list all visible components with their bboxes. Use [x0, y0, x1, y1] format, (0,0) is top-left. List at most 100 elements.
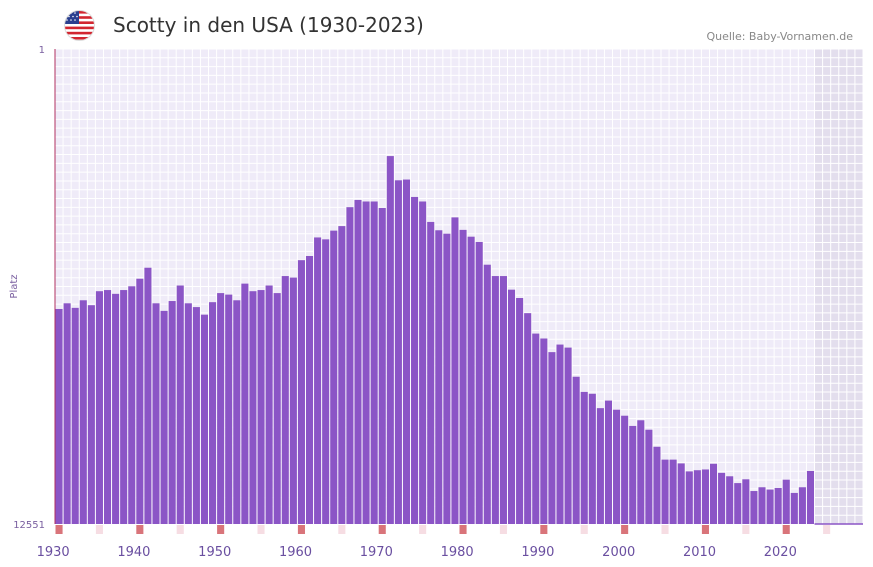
bar-2007: [685, 471, 693, 524]
bar-1929: [55, 308, 63, 524]
bar-1984: [499, 276, 507, 524]
bar-1952: [241, 283, 249, 524]
y-tick-label-bottom: 12551: [13, 520, 45, 531]
bar-2022: [806, 470, 815, 524]
bar-1934: [95, 291, 103, 524]
year-marker-1984: [499, 525, 507, 534]
bar-1935: [103, 290, 112, 524]
bar-1986: [516, 298, 524, 524]
x-tick-label-1980: 1980: [441, 545, 474, 560]
bar-2002: [645, 429, 653, 524]
bar-1987: [524, 313, 532, 524]
bar-1981: [475, 241, 483, 524]
y-axis-label: Platz: [9, 274, 20, 298]
us-flag-icon: [63, 9, 96, 42]
bar-1998: [613, 409, 621, 524]
chart-title: Scotty in den USA (1930-2023): [113, 13, 424, 37]
bar-1958: [289, 277, 297, 524]
bar-1951: [233, 300, 241, 524]
bar-1996: [596, 408, 604, 524]
bar-2004: [661, 459, 669, 524]
bar-1961: [314, 237, 322, 524]
bar-2015: [750, 491, 758, 524]
bar-2006: [677, 463, 685, 524]
bar-2012: [726, 476, 734, 524]
x-tick-label-1990: 1990: [521, 545, 554, 560]
bar-1962: [322, 239, 330, 524]
year-marker-2014: [742, 525, 750, 534]
bar-2010: [709, 463, 718, 524]
x-tick-label-1950: 1950: [198, 545, 231, 560]
bar-1940: [144, 267, 152, 524]
bar-2019: [782, 479, 790, 524]
bar-1969: [378, 207, 386, 524]
bar-1938: [128, 286, 136, 524]
year-marker-2024: [823, 525, 831, 534]
y-tick-label-top: 1: [39, 45, 45, 56]
bar-1946: [192, 307, 200, 524]
bar-1931: [71, 307, 79, 524]
bar-1979: [459, 229, 467, 524]
bar-1932: [79, 300, 87, 524]
bar-1933: [87, 305, 95, 524]
bar-2011: [718, 472, 726, 524]
bar-2016: [758, 487, 766, 524]
bar-1982: [483, 264, 491, 524]
bar-1993: [572, 376, 580, 524]
x-tick-label-2020: 2020: [764, 545, 797, 560]
bar-1930: [63, 303, 71, 524]
bar-1957: [281, 276, 289, 524]
bar-2021: [798, 487, 806, 524]
bar-1956: [273, 293, 281, 524]
bar-1995: [588, 393, 596, 524]
year-marker-2004: [661, 525, 669, 534]
bar-1963: [330, 230, 338, 525]
bar-2000: [629, 425, 637, 524]
x-tick-label-1940: 1940: [117, 545, 150, 560]
bar-2009: [701, 469, 709, 524]
year-marker-1944: [176, 525, 184, 534]
bar-2020: [790, 492, 798, 524]
bar-1954: [257, 290, 265, 524]
year-marker-2009: [701, 525, 709, 534]
year-marker-1974: [419, 525, 427, 534]
bar-1992: [564, 347, 572, 524]
x-tick-label-1970: 1970: [360, 545, 393, 560]
bar-1999: [621, 415, 629, 524]
bar-1937: [120, 290, 128, 524]
bar-1948: [209, 302, 217, 524]
bar-1977: [443, 233, 451, 525]
bar-1973: [411, 196, 419, 524]
year-marker-1999: [621, 525, 629, 534]
x-tick-label-1960: 1960: [279, 545, 312, 560]
bar-1945: [184, 303, 192, 524]
year-marker-1934: [95, 525, 103, 534]
year-marker-1949: [217, 525, 225, 534]
year-marker-2019: [782, 525, 790, 534]
bar-1936: [112, 293, 120, 524]
bar-1939: [136, 278, 144, 524]
bar-1959: [297, 260, 305, 524]
bar-1965: [346, 207, 354, 525]
bar-1968: [370, 201, 378, 524]
bar-1972: [402, 179, 411, 524]
year-marker-1969: [378, 525, 386, 534]
bar-1942: [160, 310, 168, 524]
bar-1949: [217, 293, 225, 524]
source-label: Quelle: Baby-Vornamen.de: [706, 30, 853, 43]
bar-1960: [305, 255, 314, 524]
bar-1988: [532, 333, 540, 524]
bar-1967: [362, 201, 370, 524]
bar-1950: [225, 294, 233, 524]
x-tick-label-2000: 2000: [602, 545, 635, 560]
bar-1978: [451, 217, 459, 525]
bar-2017: [766, 489, 774, 524]
bar-1944: [176, 285, 184, 524]
bar-2013: [734, 483, 742, 524]
bar-1974: [419, 201, 427, 524]
bar-1964: [338, 226, 346, 524]
bar-2018: [774, 488, 782, 524]
bar-1943: [168, 301, 176, 524]
bar-1985: [507, 289, 516, 524]
